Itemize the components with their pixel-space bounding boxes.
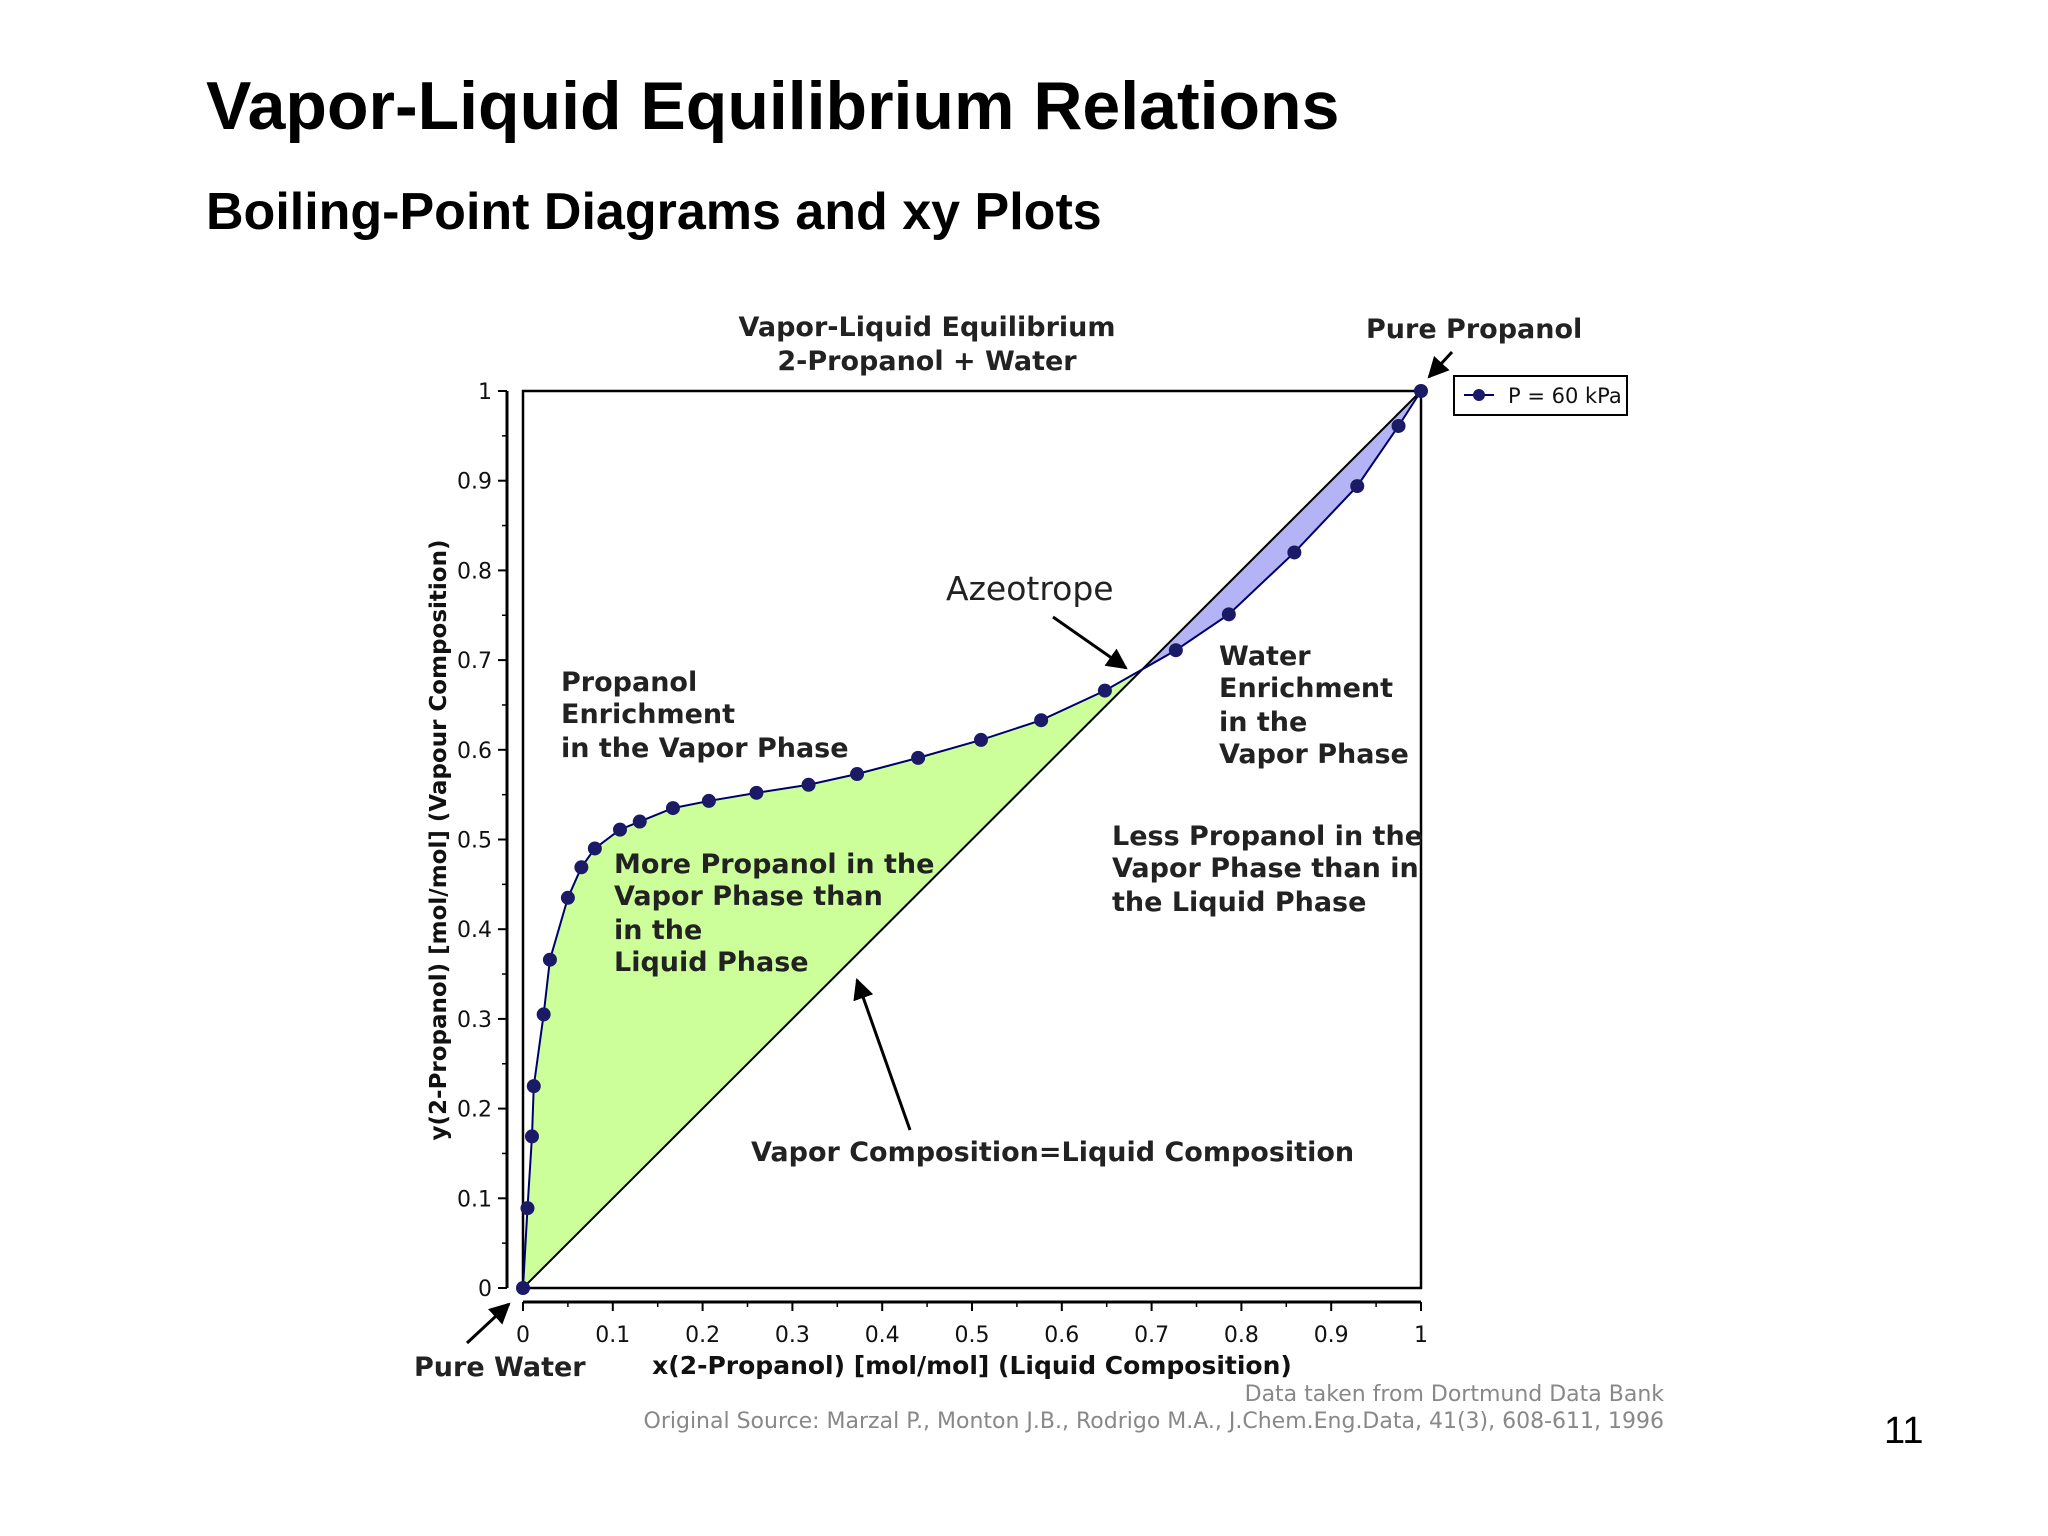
more-propanol-note: More Propanol in the Vapor Phase than in… xyxy=(614,849,934,978)
less-propanol-line-2: Vapor Phase than in xyxy=(1112,853,1419,884)
more-propanol-line-4: Liquid Phase xyxy=(614,947,809,978)
y-tick-label-10: 1 xyxy=(478,380,492,405)
x-tick-label-5: 0.5 xyxy=(955,1323,990,1348)
data-point-17 xyxy=(973,732,988,747)
y-tick-label-5: 0.5 xyxy=(457,829,492,854)
propanol-enrichment-line-2: Enrichment xyxy=(561,699,735,730)
x-tick-label-7: 0.7 xyxy=(1134,1323,1169,1348)
data-point-5 xyxy=(542,952,557,967)
data-point-1 xyxy=(520,1201,535,1216)
water-enrichment-line-4: Vapor Phase xyxy=(1219,739,1409,770)
less-propanol-line-1: Less Propanol in the xyxy=(1112,821,1423,852)
less-propanol-line-3: the Liquid Phase xyxy=(1112,887,1366,918)
slide-title: Vapor-Liquid Equilibrium Relations xyxy=(206,68,1340,144)
chart-title-line-1: Vapor-Liquid Equilibrium xyxy=(738,312,1115,343)
data-point-14 xyxy=(801,777,816,792)
data-point-11 xyxy=(665,801,680,816)
azeotrope-arrow xyxy=(1052,615,1128,670)
legend-box xyxy=(1453,375,1628,416)
data-point-25 xyxy=(1414,384,1428,398)
data-point-0 xyxy=(516,1281,530,1295)
propanol-enrichment-line-1: Propanol xyxy=(561,667,697,698)
diagonal-label: Vapor Composition=Liquid Composition xyxy=(751,1137,1354,1168)
y-tick-label-6: 0.6 xyxy=(457,739,492,764)
y-tick-label-9: 0.9 xyxy=(457,470,492,495)
x-tick-label-6: 0.6 xyxy=(1044,1323,1079,1348)
x-tick-label-8: 0.8 xyxy=(1224,1323,1259,1348)
diagonal-line xyxy=(522,390,1422,1289)
y-tick-label-7: 0.7 xyxy=(457,649,492,674)
data-point-8 xyxy=(587,841,602,856)
data-point-21 xyxy=(1221,607,1236,622)
data-point-24 xyxy=(1391,418,1406,433)
data-point-22 xyxy=(1287,545,1302,560)
slide-subtitle: Boiling-Point Diagrams and xy Plots xyxy=(206,183,1102,241)
x-tick-label-0: 0 xyxy=(516,1323,530,1348)
data-point-13 xyxy=(749,785,764,800)
data-point-4 xyxy=(536,1007,551,1022)
x-tick-label-10: 1 xyxy=(1414,1323,1428,1348)
propanol-enrichment-line-3: in the Vapor Phase xyxy=(561,733,849,764)
y-tick-label-3: 0.3 xyxy=(457,1008,492,1033)
y-tick-label-2: 0.2 xyxy=(457,1098,492,1123)
pure-propanol-label: Pure Propanol xyxy=(1366,314,1582,345)
propanol-enrichment-note: Propanol Enrichment in the Vapor Phase xyxy=(561,667,849,764)
x-axis-label: x(2-Propanol) [mol/mol] (Liquid Composit… xyxy=(652,1351,1292,1380)
more-propanol-line-2: Vapor Phase than xyxy=(614,881,883,912)
data-point-10 xyxy=(632,814,647,829)
legend-marker xyxy=(1473,389,1485,401)
x-tick-label-9: 0.9 xyxy=(1314,1323,1349,1348)
data-point-19 xyxy=(1097,683,1112,698)
more-propanol-line-1: More Propanol in the xyxy=(614,849,934,880)
x-tick-label-3: 0.3 xyxy=(775,1323,810,1348)
source-line-1: Data taken from Dortmund Data Bank xyxy=(1245,1382,1665,1407)
y-tick-label-1: 0.1 xyxy=(457,1187,492,1212)
data-point-7 xyxy=(574,860,589,875)
legend: P = 60 kPa xyxy=(1453,375,1628,416)
data-point-15 xyxy=(850,767,865,782)
y-tick-label-4: 0.4 xyxy=(457,918,492,943)
data-point-9 xyxy=(612,822,627,837)
pure-water-arrow xyxy=(465,1302,511,1345)
water-enrichment-line-1: Water xyxy=(1219,641,1311,672)
x-tick-label-1: 0.1 xyxy=(595,1323,630,1348)
x-tick-label-4: 0.4 xyxy=(865,1323,900,1348)
y-tick-label-0: 0 xyxy=(478,1277,492,1302)
water-enrichment-line-3: in the xyxy=(1219,707,1307,738)
water-enrichment-line-2: Enrichment xyxy=(1219,673,1393,704)
azeotrope-label: Azeotrope xyxy=(946,569,1114,608)
more-propanol-line-3: in the xyxy=(614,915,702,946)
data-point-6 xyxy=(560,890,575,905)
chart-title-line-2: 2-Propanol + Water xyxy=(777,346,1077,377)
data-point-18 xyxy=(1034,713,1049,728)
data-point-12 xyxy=(701,793,716,808)
less-propanol-note: Less Propanol in the Vapor Phase than in… xyxy=(1112,821,1423,918)
vle-series-line xyxy=(522,390,1422,1289)
plot-frame xyxy=(521,389,1423,1290)
pure-water-label: Pure Water xyxy=(414,1352,586,1383)
y-tick-label-8: 0.8 xyxy=(457,559,492,584)
diagonal-arrow xyxy=(853,978,912,1131)
x-tick-label-2: 0.2 xyxy=(685,1323,720,1348)
source-line-2: Original Source: Marzal P., Monton J.B.,… xyxy=(644,1409,1665,1434)
data-point-16 xyxy=(911,750,926,765)
legend-entry: P = 60 kPa xyxy=(1508,384,1622,408)
data-point-2 xyxy=(524,1129,539,1144)
pure-propanol-arrow xyxy=(1427,350,1454,379)
data-point-23 xyxy=(1350,479,1365,494)
y-axis-label: y(2-Propanol) [mol/mol] (Vapour Composit… xyxy=(426,540,452,1141)
page-number: 11 xyxy=(1884,1410,1924,1452)
data-point-3 xyxy=(526,1079,541,1094)
data-point-20 xyxy=(1168,643,1183,658)
water-enrichment-note: Water Enrichment in the Vapor Phase xyxy=(1219,641,1409,770)
